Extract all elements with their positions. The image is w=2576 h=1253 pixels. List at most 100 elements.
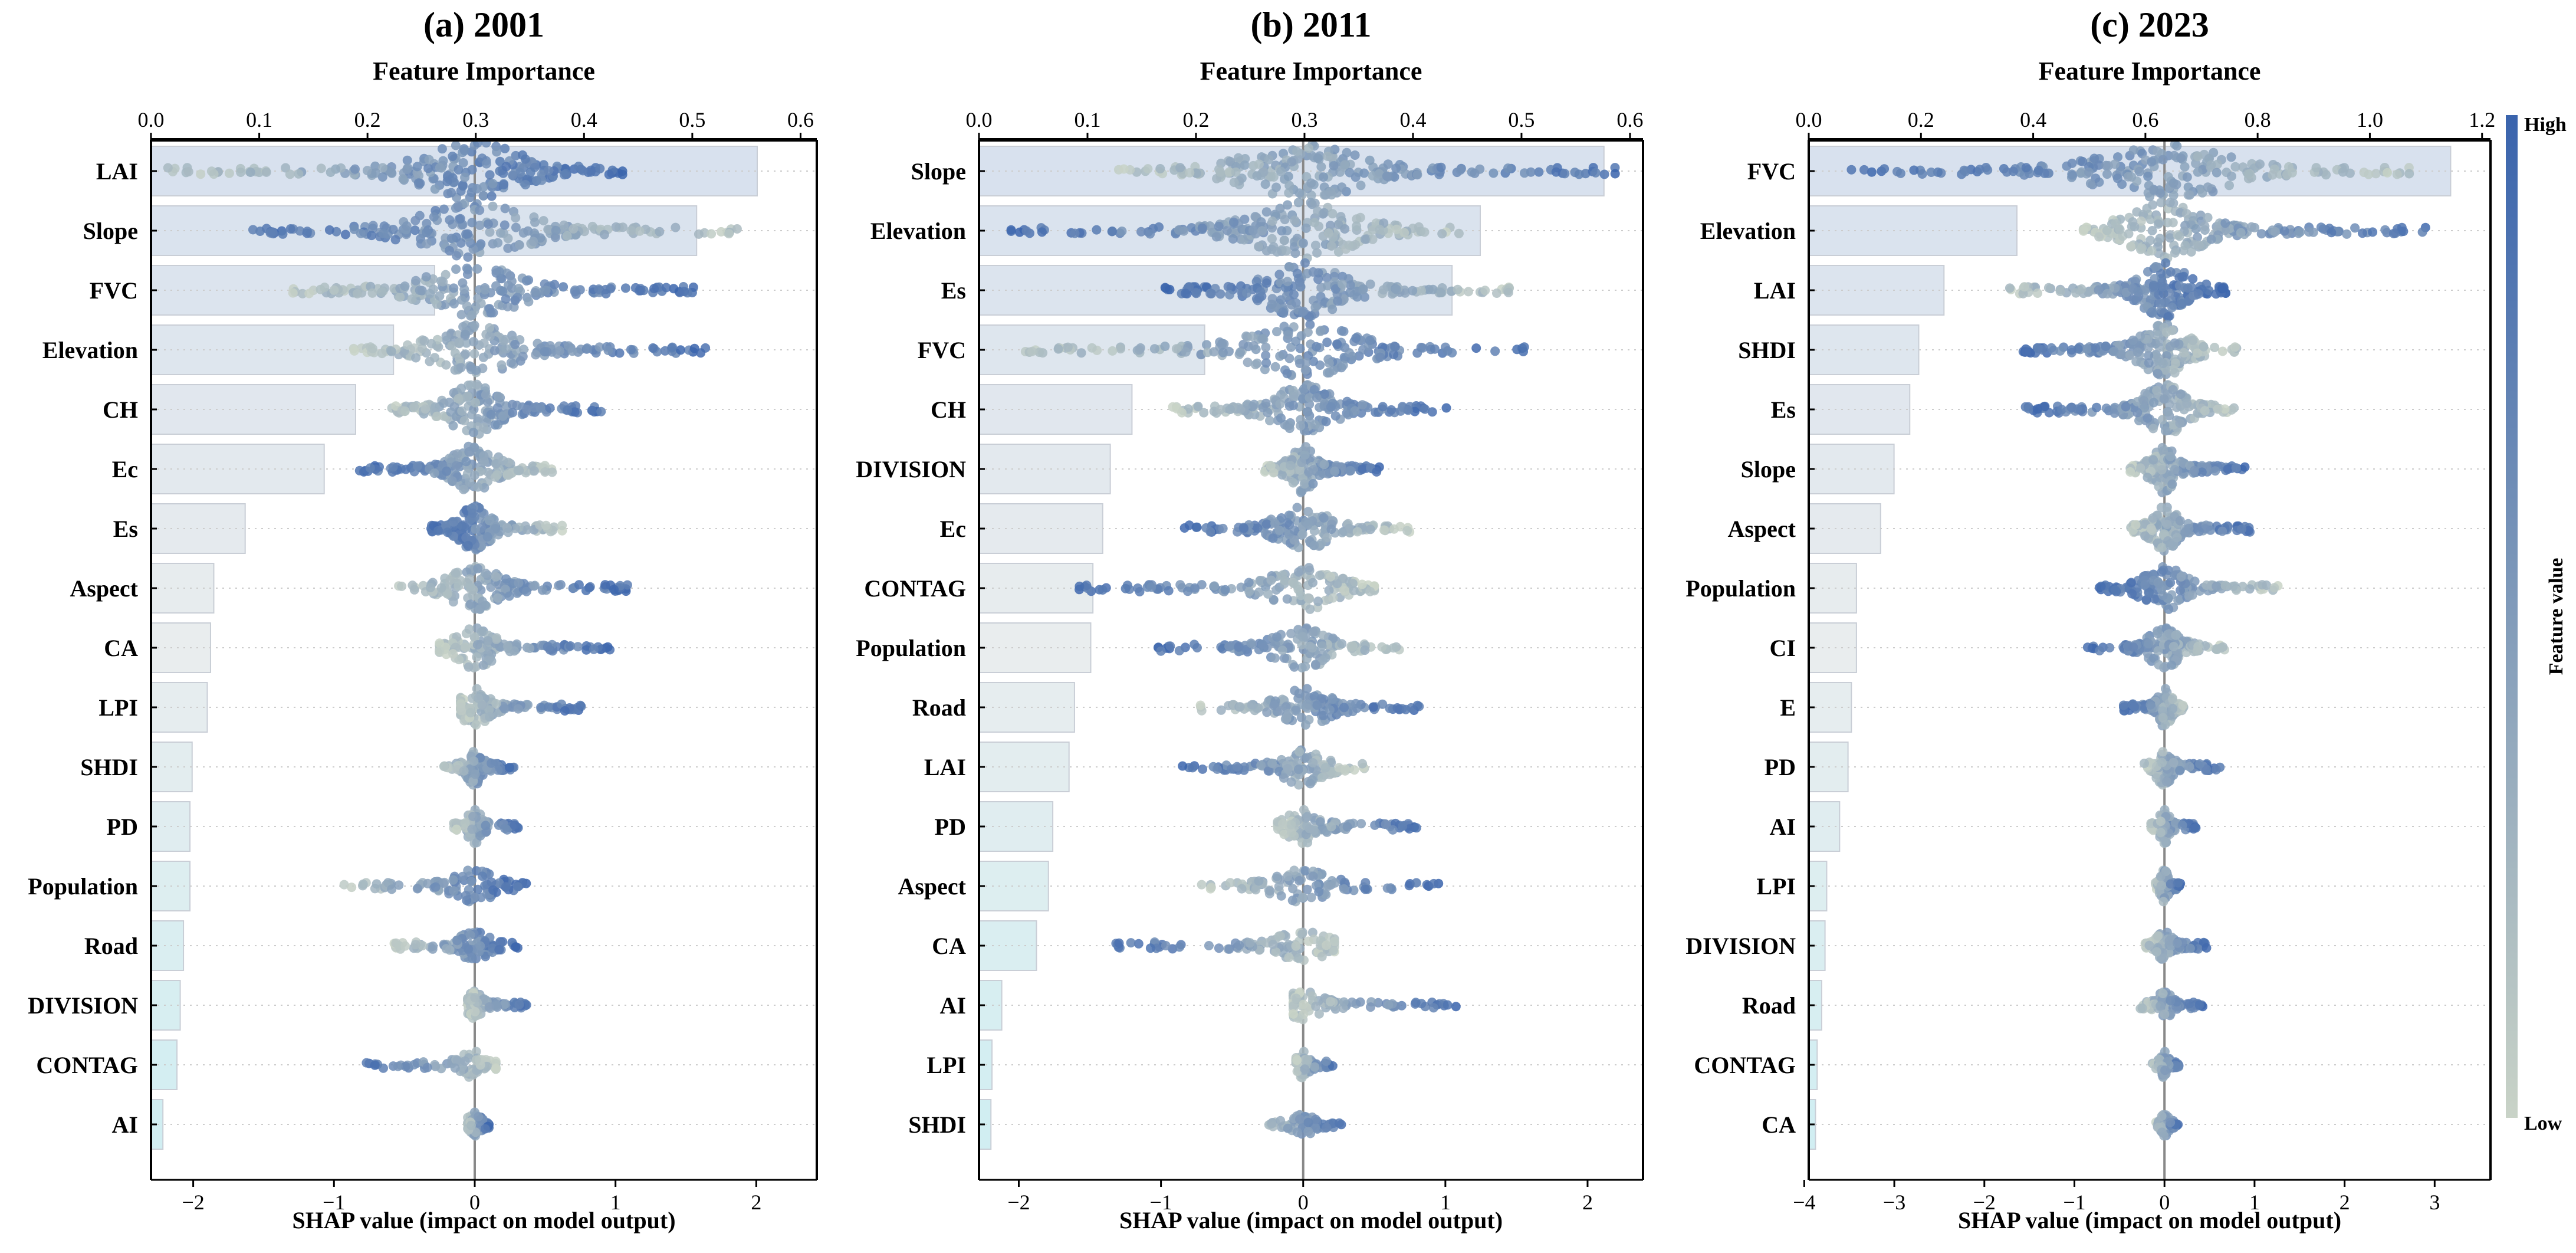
shap-point (471, 398, 481, 408)
shap-point (324, 225, 334, 235)
shap-point (410, 940, 420, 950)
shap-point (378, 228, 388, 238)
shap-point (1382, 883, 1392, 893)
shap-point (1161, 941, 1171, 950)
shap-point (1326, 822, 1336, 832)
shap-point (1287, 157, 1297, 167)
shap-point (1310, 303, 1320, 313)
shap-point (1286, 628, 1296, 638)
shap-point (1328, 304, 1338, 314)
shap-point (1329, 937, 1339, 947)
shap-point (451, 140, 461, 150)
shap-point (488, 885, 498, 895)
shap-point (501, 882, 511, 892)
shap-point (1087, 343, 1097, 353)
shap-point (1319, 513, 1329, 523)
shap-point (1319, 208, 1329, 218)
shap-point (494, 944, 504, 954)
shap-point (298, 288, 307, 299)
shap-point (510, 339, 520, 349)
importance-tick-label: 0.5 (679, 108, 705, 132)
shap-point (1275, 204, 1285, 214)
shap-point (538, 216, 548, 226)
shap-point (1360, 234, 1370, 244)
shap-point (439, 762, 449, 772)
shap-point (1310, 660, 1320, 670)
shap-point (1297, 458, 1307, 467)
shap-point (477, 700, 487, 710)
shap-point (671, 222, 681, 232)
shap-point (1358, 400, 1368, 410)
shap-point (493, 238, 503, 248)
shap-point (480, 1124, 490, 1134)
shap-point (482, 532, 492, 542)
shap-point (411, 275, 421, 286)
shap-point (1264, 155, 1274, 165)
shap-point (1204, 941, 1214, 950)
shap-point (470, 993, 480, 1003)
shap-point (484, 705, 494, 715)
shap-point (1136, 227, 1146, 237)
shap-point (1160, 342, 1170, 351)
shap-point (1467, 167, 1477, 177)
shap-point (1234, 642, 1244, 652)
feature-label: LPI (1756, 873, 1796, 900)
shap-point (507, 276, 517, 286)
feature-label: FVC (90, 277, 138, 304)
shap-point (594, 342, 604, 352)
shap-point (1384, 1000, 1394, 1010)
beeswarm-Ec (1179, 503, 1415, 553)
beeswarm-Road (389, 927, 523, 963)
shap-point (400, 281, 410, 291)
shap-point (609, 585, 619, 595)
shap-point (485, 227, 495, 237)
shap-point (1294, 875, 1304, 885)
shap-point (463, 252, 473, 262)
shap-point (1294, 567, 1304, 577)
shap-point (1053, 344, 1063, 354)
shap-point (1269, 468, 1279, 478)
shap-point (1256, 760, 1266, 770)
shap-point (1307, 643, 1317, 653)
shap-point (367, 231, 376, 241)
shap-point (422, 239, 432, 249)
shap-point (478, 660, 488, 670)
shap-point (1075, 581, 1085, 591)
feature-label: Aspect (898, 873, 966, 900)
shap-point (441, 360, 451, 370)
shap-point (2404, 169, 2414, 179)
shap-point (485, 712, 494, 722)
shap-point (408, 580, 418, 591)
shap-point (1403, 405, 1413, 415)
shap-point (529, 466, 539, 476)
shap-point (1164, 586, 1174, 596)
shap-point (521, 180, 531, 190)
shap-point (1275, 399, 1285, 409)
shap-point (473, 563, 483, 573)
shap-point (1304, 467, 1314, 477)
feature-label: SHDI (1738, 337, 1796, 363)
shap-point (479, 338, 489, 348)
shap-point (1214, 943, 1224, 953)
importance-tick-label: 0.2 (354, 108, 381, 132)
shap-point (1215, 167, 1225, 177)
shap-point (449, 517, 459, 527)
shap-point (1418, 343, 1428, 353)
shap-point (1276, 1116, 1286, 1126)
shap-point (425, 288, 435, 299)
shap-point (1302, 884, 1312, 894)
shap-point (411, 353, 421, 363)
shap-point (1322, 1057, 1331, 1066)
shap-point (688, 282, 698, 292)
shap-point (558, 282, 569, 292)
shap-point (466, 380, 476, 390)
shap-point (294, 169, 304, 179)
shap-point (1344, 240, 1354, 250)
shap-point (431, 882, 441, 892)
shap-point (1314, 887, 1324, 897)
shap-point (615, 348, 625, 358)
shap-point (1321, 416, 1331, 427)
shap-point (635, 226, 645, 236)
shap-point (452, 824, 462, 834)
